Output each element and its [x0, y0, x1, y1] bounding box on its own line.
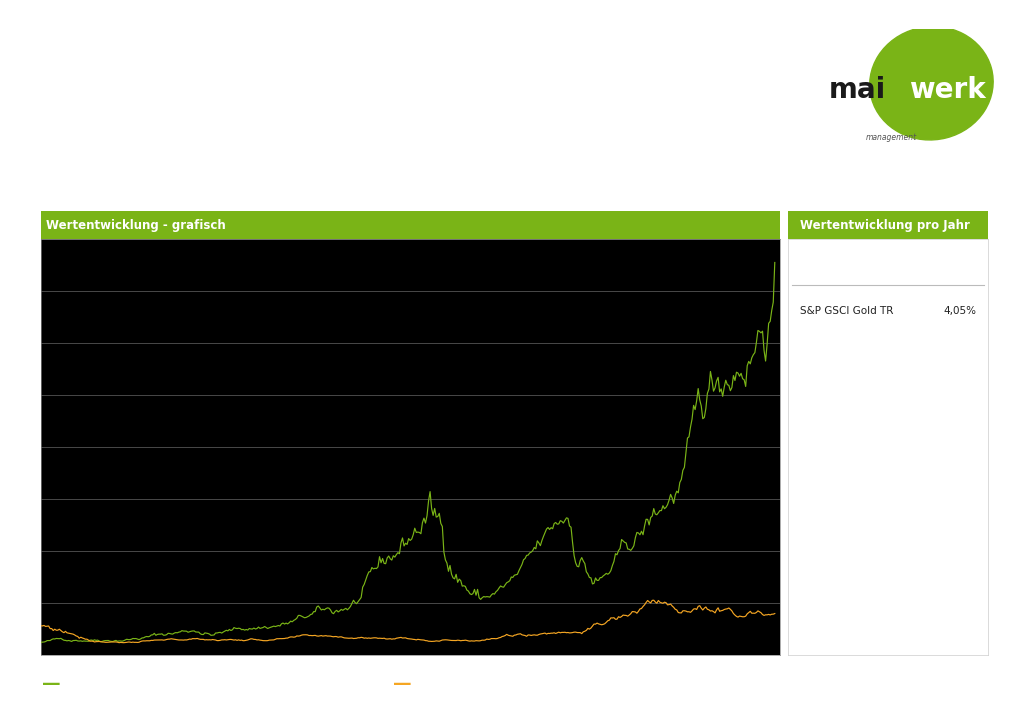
Text: Wertentwicklung - grafisch: Wertentwicklung - grafisch — [46, 219, 226, 232]
Text: Wertentwicklung pro Jahr: Wertentwicklung pro Jahr — [801, 219, 971, 232]
Text: werk: werk — [909, 76, 985, 104]
Text: ―: ― — [43, 675, 59, 693]
Text: 4,05%: 4,05% — [943, 306, 976, 316]
Text: management: management — [865, 133, 916, 142]
Ellipse shape — [869, 27, 993, 140]
Text: mai: mai — [828, 76, 886, 104]
Text: ―: ― — [394, 675, 411, 693]
Text: S&P GSCI Gold TR: S&P GSCI Gold TR — [801, 306, 894, 316]
